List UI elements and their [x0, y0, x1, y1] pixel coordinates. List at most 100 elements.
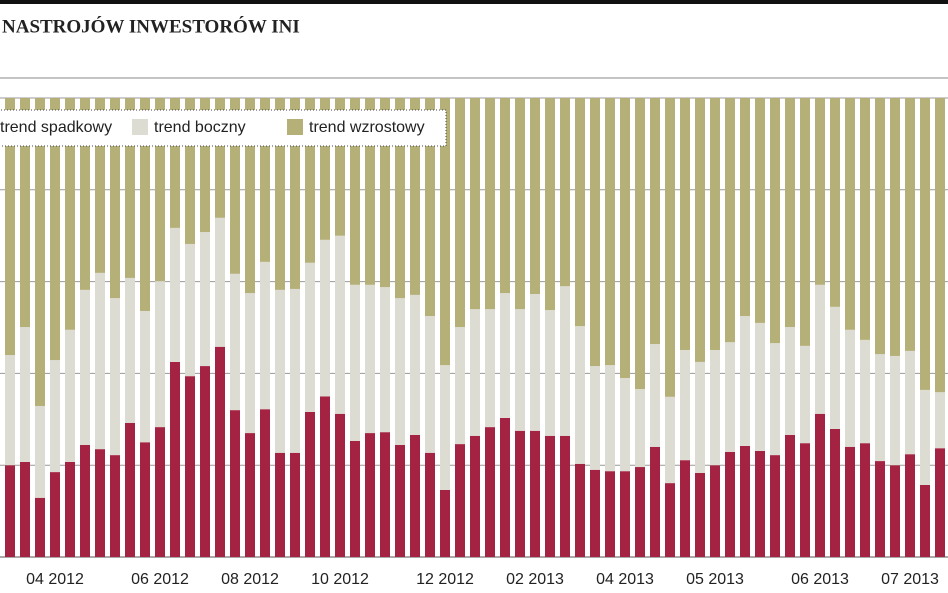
bar-segment: [500, 293, 510, 418]
bar-segment: [5, 355, 15, 466]
bar-segment: [50, 360, 60, 473]
bar-segment: [185, 98, 195, 244]
bar-segment: [725, 98, 735, 343]
bar-segment: [920, 389, 930, 485]
bar-segment: [230, 273, 240, 411]
x-tick-label: 05 2013: [686, 571, 744, 588]
bar-segment: [20, 98, 30, 328]
bar-segment: [215, 98, 225, 218]
bar-segment: [35, 98, 45, 406]
bar-segment: [380, 432, 390, 557]
bar-segment: [200, 366, 210, 557]
bar-segment: [455, 98, 465, 328]
bar-segment: [575, 463, 585, 557]
bar-segment: [305, 98, 315, 263]
bar-segment: [905, 350, 915, 455]
bar-segment: [260, 98, 270, 262]
bar-segment: [320, 98, 330, 240]
bar-segment: [545, 310, 555, 436]
bar-segment: [695, 473, 705, 557]
bar-segment: [920, 98, 930, 390]
bar-segment: [455, 327, 465, 445]
bar-segment: [95, 98, 105, 273]
bar-segment: [650, 98, 660, 345]
bar-segment: [425, 316, 435, 453]
bar-segment: [110, 98, 120, 299]
bar-segment: [410, 294, 420, 435]
bar-segment: [845, 329, 855, 447]
bar-segment: [755, 322, 765, 451]
bar-segment: [425, 98, 435, 317]
bar-segment: [740, 445, 750, 557]
bar-segment: [80, 98, 90, 290]
bar-segment: [770, 455, 780, 557]
bar-segment: [830, 306, 840, 429]
bar-segment: [500, 417, 510, 557]
bar-segment: [350, 284, 360, 441]
bar-segment: [245, 293, 255, 434]
bar-segment: [125, 422, 135, 557]
bar-segment: [470, 435, 480, 557]
bar-segment: [110, 455, 120, 557]
bar-segment: [320, 396, 330, 557]
bar-segment: [785, 327, 795, 435]
bar-segment: [155, 281, 165, 428]
bar-segment: [170, 227, 180, 362]
bar-segment: [305, 411, 315, 557]
bar-segment: [35, 497, 45, 557]
bar-segment: [545, 435, 555, 557]
bar-segment: [740, 98, 750, 317]
bar-segment: [305, 262, 315, 412]
bar-segment: [230, 98, 240, 274]
bar-segment: [665, 396, 675, 484]
bar-segment: [785, 98, 795, 328]
bar-segment: [5, 465, 15, 557]
bar-segment: [935, 392, 945, 449]
bar-segment: [815, 284, 825, 414]
bar-segment: [215, 346, 225, 557]
bar-segment: [650, 344, 660, 447]
bar-segment: [215, 217, 225, 347]
bar-segment: [770, 98, 780, 344]
bar-segment: [575, 98, 585, 327]
bar-segment: [260, 261, 270, 410]
bar-segment: [710, 349, 720, 466]
bar-segment: [590, 98, 600, 367]
x-tick-label: 02 2013: [506, 571, 564, 588]
x-tick-label: 06 2012: [131, 571, 189, 588]
bar-segment: [860, 339, 870, 444]
legend-swatch: [287, 119, 303, 135]
bar-segment: [515, 430, 525, 557]
bar-segment: [20, 461, 30, 557]
bar-segment: [845, 98, 855, 330]
bar-segment: [425, 452, 435, 557]
bar-segment: [395, 298, 405, 446]
bar-segment: [470, 309, 480, 436]
bar-segment: [290, 98, 300, 289]
bar-segment: [155, 98, 165, 282]
top-rule: [0, 0, 948, 4]
bar-segment: [50, 472, 60, 557]
bar-segment: [800, 98, 810, 346]
bar-segment: [185, 243, 195, 377]
bar-segment: [695, 361, 705, 474]
bar-segment: [665, 98, 675, 397]
x-tick-label: 04 2013: [596, 571, 654, 588]
bar-segment: [395, 98, 405, 299]
bar-segment: [890, 98, 900, 356]
x-tick-label: 08 2012: [221, 571, 279, 588]
legend-swatch: [132, 119, 148, 135]
bar-segment: [485, 98, 495, 310]
bar-segment: [830, 98, 840, 307]
bar-segment: [530, 293, 540, 431]
bar-segment: [5, 98, 15, 356]
legend-box: [0, 109, 447, 147]
bar-segment: [755, 98, 765, 323]
bar-segment: [335, 235, 345, 414]
bar-segment: [110, 298, 120, 456]
bar-segment: [530, 98, 540, 294]
x-tick-label: 12 2012: [416, 571, 474, 588]
bar-segment: [515, 309, 525, 431]
bar-segment: [140, 310, 150, 443]
